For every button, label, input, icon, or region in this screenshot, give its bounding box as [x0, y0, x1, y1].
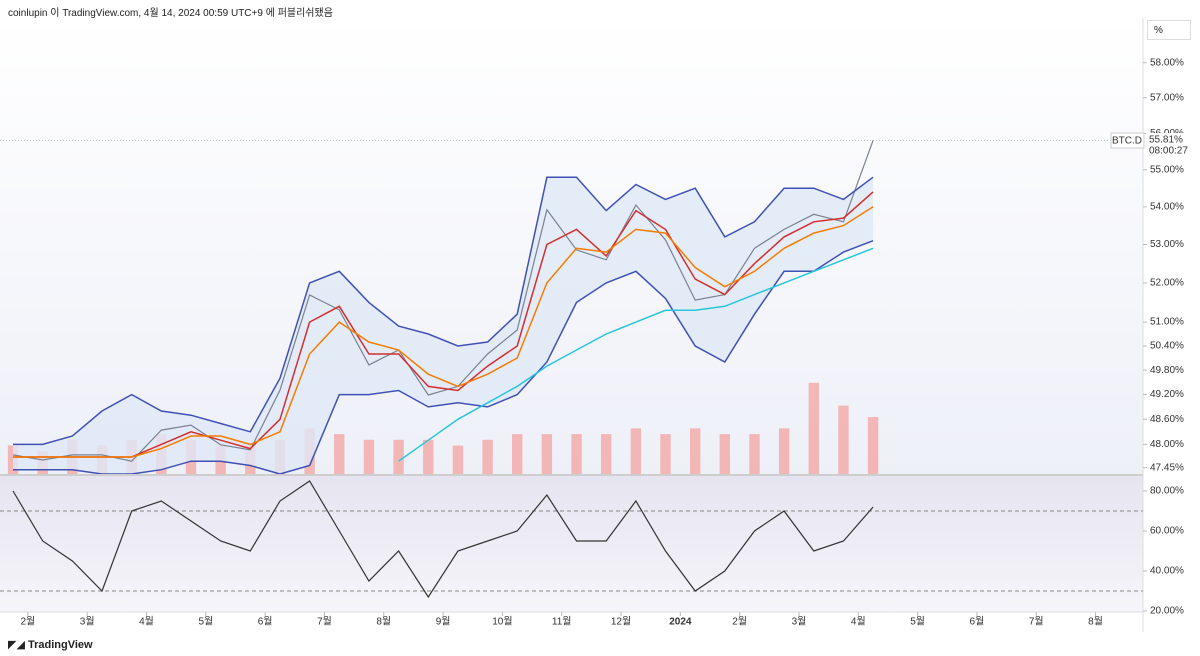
x-tick-label: 11월 [552, 616, 572, 628]
x-tick-label: 5월 [910, 616, 925, 628]
x-tick-label: 5월 [198, 616, 213, 628]
symbol-tag [1110, 132, 1145, 149]
series-line [13, 191, 874, 458]
y-tick-label: 49.20% [1150, 389, 1184, 400]
price-tag [1146, 133, 1190, 157]
volume-bar [749, 434, 760, 474]
brand-name: TradingView [27, 639, 93, 651]
x-tick-label: 2024 [669, 617, 692, 628]
bollinger-fill [13, 177, 874, 474]
volume-bar [393, 439, 404, 474]
x-tick-label: 4월 [139, 616, 154, 628]
x-tick-label: 6월 [970, 616, 985, 628]
y-tick-label: 55.00% [1150, 164, 1184, 175]
x-tick-label: 10월 [492, 616, 512, 628]
y-tick-label: 40.00% [1150, 566, 1184, 577]
x-tick-label: 12월 [611, 616, 631, 628]
series-line [12, 480, 874, 599]
scale-button[interactable]: % [1147, 20, 1191, 40]
price-plot [7, 140, 879, 474]
publisher-line: coinlupin 이 TradingView.com, 4월 14, 2024… [8, 8, 333, 19]
volume-bar [363, 439, 375, 474]
series-line [13, 206, 874, 458]
x-tick-label: 2월 [20, 616, 35, 628]
y-tick-label: 80.00% [1150, 486, 1184, 497]
volume-bar [778, 428, 790, 474]
x-tick-label: 7월 [317, 616, 332, 628]
volume-bar [689, 428, 701, 474]
volume-bar [541, 434, 553, 474]
rsi-panel [0, 476, 1143, 612]
y-tick-label: 47.45% [1150, 462, 1184, 473]
y-tick-label: 52.00% [1150, 278, 1184, 289]
y-tick-label: 54.00% [1150, 201, 1184, 212]
y-tick-label: 60.00% [1150, 526, 1184, 537]
price-tag-value: 55.81% [1149, 135, 1183, 146]
series-line [13, 240, 874, 474]
y-tick-label: 58.00% [1150, 57, 1184, 68]
volume-bar [452, 445, 464, 474]
y-tick-label: 48.00% [1150, 439, 1184, 450]
x-tick-label: 3월 [80, 616, 95, 628]
y-tick-label: 20.00% [1150, 606, 1184, 617]
volume-bar [660, 434, 671, 474]
volume-bar [867, 417, 879, 474]
volume-bar [601, 434, 612, 474]
volume-bar [808, 382, 819, 474]
series-line [398, 247, 874, 462]
y-tick-label: 48.60% [1150, 414, 1184, 425]
volume-bar [571, 434, 582, 474]
volume-bar [719, 434, 731, 474]
x-tick-label: 3월 [792, 616, 807, 628]
rsi-plot [0, 480, 1143, 599]
volume-bar [630, 428, 642, 474]
x-tick-label: 8월 [1088, 616, 1103, 628]
x-tick-label: 4월 [851, 616, 866, 628]
x-tick-label: 8월 [376, 616, 391, 628]
brand: ◤◢ TradingView [8, 638, 93, 651]
x-tick-label: 7월 [1029, 616, 1044, 628]
y-tick-label: 57.00% [1150, 92, 1184, 103]
y-tick-label: 49.80% [1150, 365, 1184, 376]
volume-bar [334, 434, 345, 474]
brand-icon: ◤◢ [8, 639, 28, 651]
volume-bar [512, 434, 523, 474]
x-tick-label: 6월 [258, 616, 273, 628]
price-tag-countdown: 08:00:27 [1149, 146, 1188, 157]
x-tick-label: 9월 [436, 616, 451, 628]
y-tick-label: 50.40% [1150, 341, 1184, 352]
y-tick-label: 53.00% [1150, 239, 1184, 250]
symbol-tag-text: BTC.D [1112, 136, 1142, 147]
series-line [13, 176, 874, 446]
volume-bar [838, 405, 849, 474]
y-tick-label: 51.00% [1150, 317, 1184, 328]
axes: 58.00%57.00%56.00%55.00%54.00%53.00%52.0… [0, 57, 1184, 628]
volume-bar [423, 439, 434, 474]
volume-bar [482, 439, 493, 474]
x-tick-label: 2월 [732, 616, 747, 628]
series-line [12, 140, 874, 462]
